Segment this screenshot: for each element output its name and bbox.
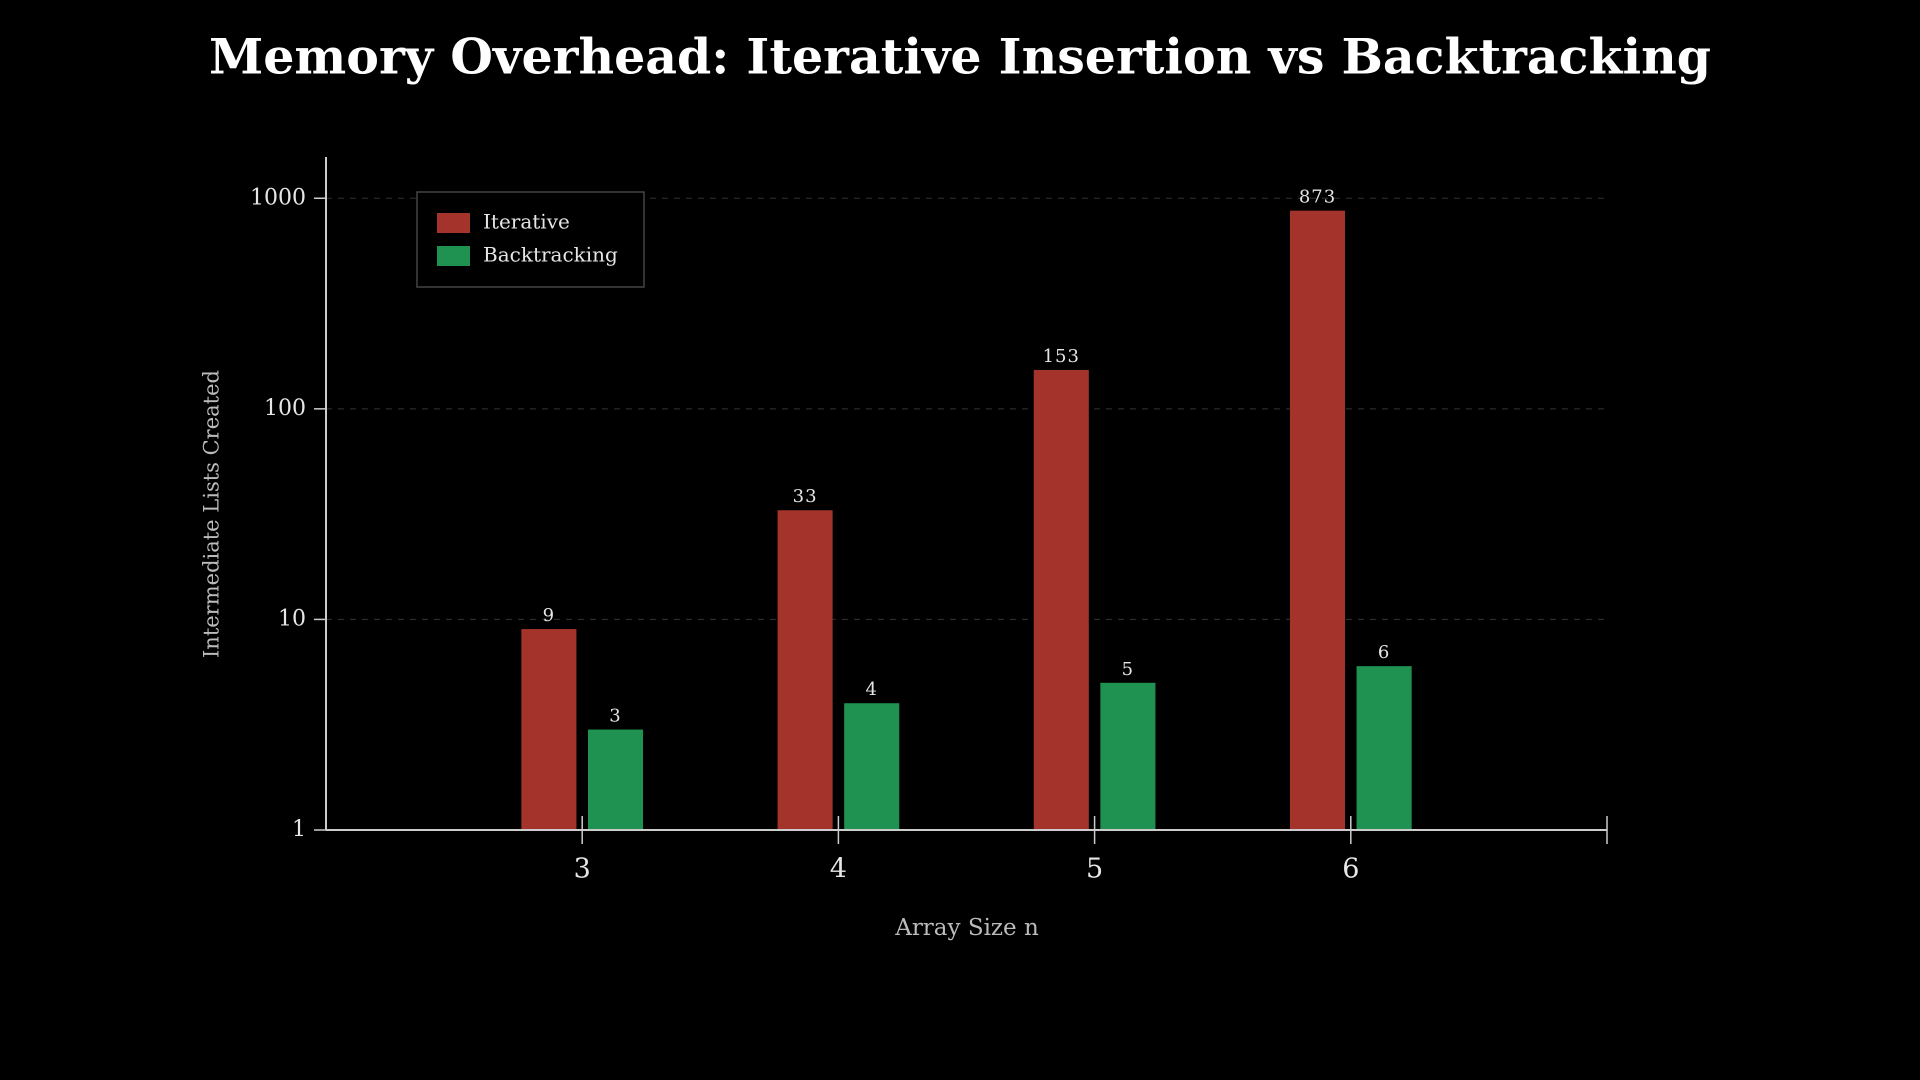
legend-box	[416, 191, 645, 288]
value-label: 153	[1043, 346, 1080, 367]
legend-swatch	[437, 213, 470, 233]
bar	[1033, 369, 1089, 830]
chart-title: Memory Overhead: Iterative Insertion vs …	[209, 28, 1711, 86]
bar	[1289, 210, 1346, 830]
y-tick-label: 1	[292, 817, 306, 842]
value-label: 3	[609, 706, 621, 727]
legend-label: Backtracking	[483, 243, 618, 267]
bar	[777, 510, 833, 830]
value-label: 6	[1378, 642, 1390, 663]
bar	[844, 703, 900, 830]
x-tick-label: 4	[830, 854, 847, 885]
y-tick-label: 10	[278, 606, 306, 631]
value-label: 4	[865, 679, 877, 700]
bar	[1100, 682, 1156, 830]
value-label: 9	[543, 605, 555, 626]
bar	[587, 729, 644, 830]
y-axis-label: Intermediate Lists Created	[200, 370, 224, 658]
value-label: 5	[1122, 659, 1134, 680]
y-tick-label: 100	[264, 396, 306, 421]
x-tick-label: 5	[1086, 854, 1103, 885]
x-axis-label: Array Size n	[894, 915, 1039, 941]
legend-label: Iterative	[483, 210, 570, 234]
value-label: 33	[793, 486, 818, 507]
bar	[1356, 666, 1412, 830]
value-label: 873	[1299, 187, 1336, 208]
x-tick-label: 3	[574, 854, 591, 885]
legend-swatch	[437, 246, 470, 266]
y-tick-label: 1000	[250, 185, 306, 210]
x-tick-label: 6	[1342, 854, 1359, 885]
bar	[521, 629, 577, 830]
